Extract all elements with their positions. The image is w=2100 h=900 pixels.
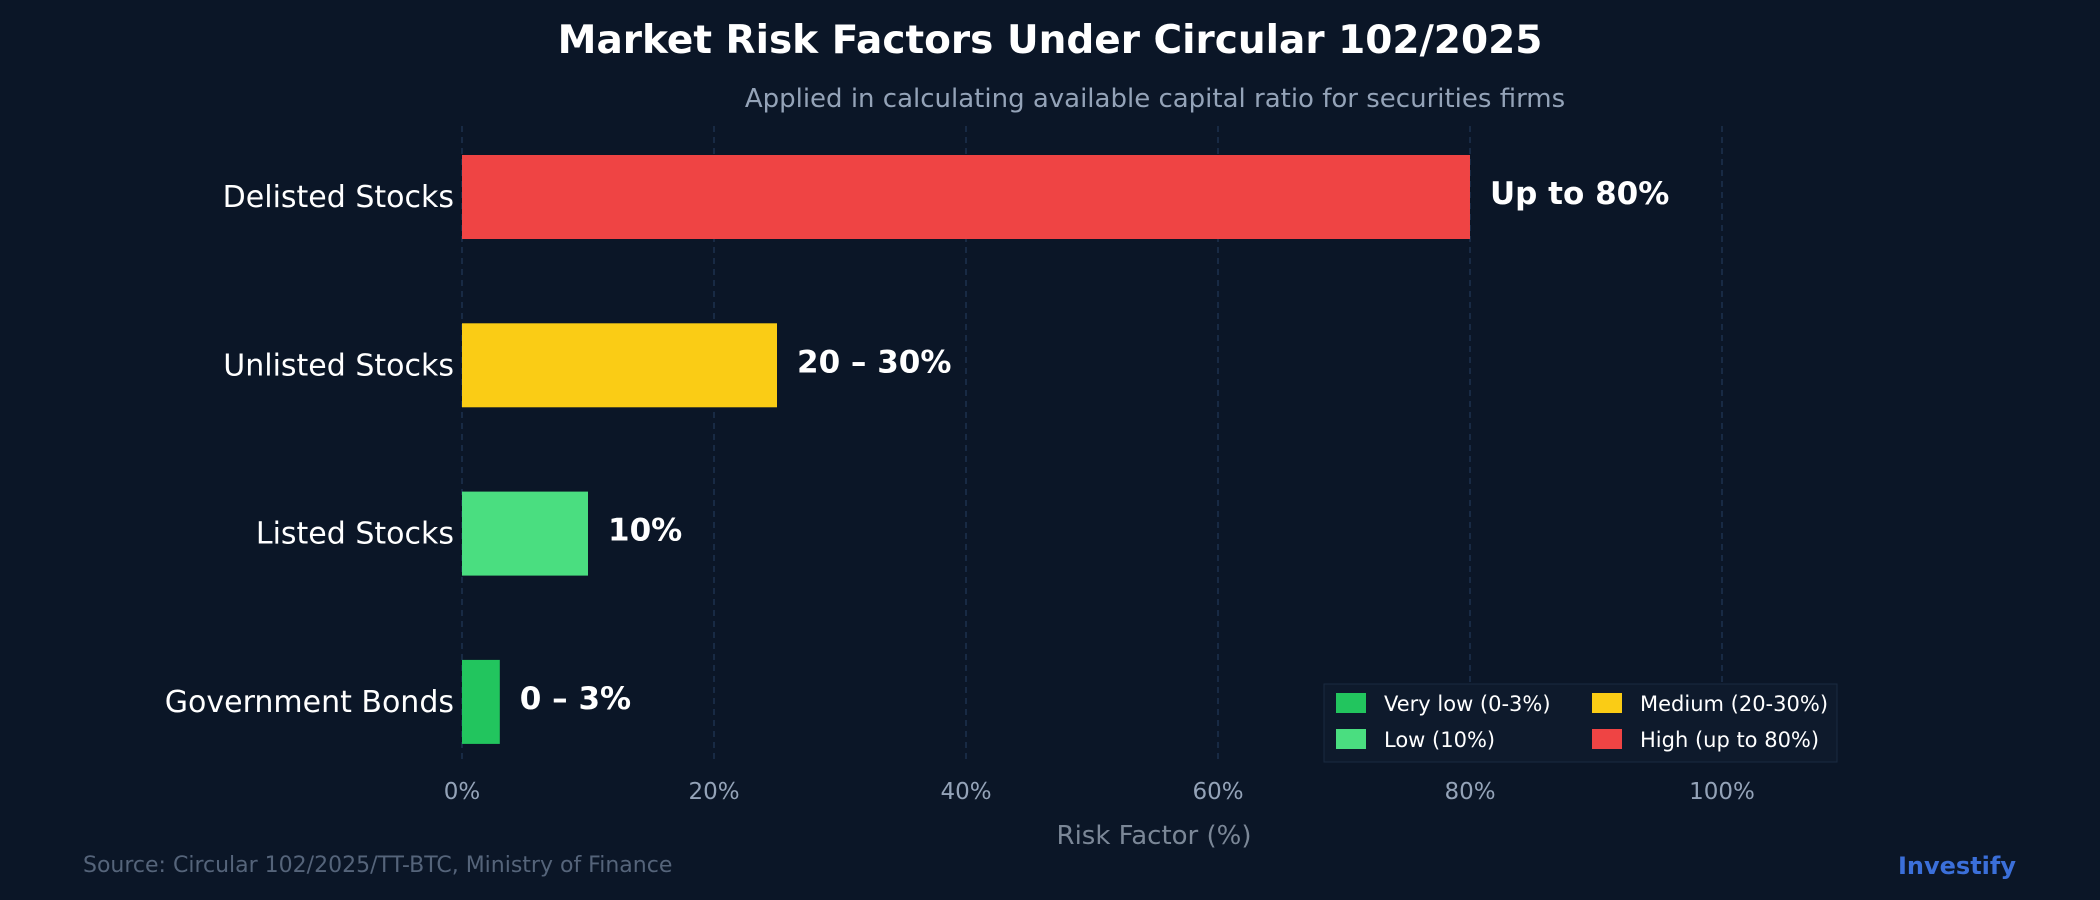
grid-lines <box>461 126 1723 760</box>
x-axis-label: Risk Factor (%) <box>1057 821 1252 851</box>
legend-swatch-very-low-0-3 <box>1336 693 1366 713</box>
value-label-unlisted-stocks: 20 – 30% <box>797 344 951 380</box>
legend-box <box>1323 683 1838 763</box>
bar-unlisted-stocks <box>462 323 777 408</box>
x-tick-label-80: 80% <box>1444 779 1495 805</box>
x-tick-label-40: 40% <box>940 779 991 805</box>
bars <box>462 155 1470 744</box>
category-labels: Delisted Stocks Unlisted Stocks Listed Sto… <box>165 180 454 720</box>
legend-label-high-up-to-80: High (up to 80%) <box>1640 728 1819 752</box>
legend: Very low (0-3%) Medium (20-30%) Low (10%) H… <box>1323 683 1838 763</box>
category-label-delisted-stocks: Delisted Stocks <box>223 180 454 215</box>
x-tick-labels: 0% 20% 40% 60% 80% 100% <box>444 779 1755 805</box>
x-tick-label-60: 60% <box>1192 779 1243 805</box>
x-tick-label-20: 20% <box>688 779 739 805</box>
value-label-listed-stocks: 10% <box>608 513 682 549</box>
brand-logo[interactable]: Investify <box>1897 852 2016 880</box>
category-label-listed-stocks: Listed Stocks <box>256 517 454 552</box>
legend-swatch-low-10 <box>1336 729 1366 749</box>
bar-listed-stocks <box>462 491 588 576</box>
value-label-delisted-stocks: Up to 80% <box>1490 176 1669 212</box>
source-note: Source: Circular 102/2025/TT-BTC, Minist… <box>83 853 673 878</box>
legend-label-low-10: Low (10%) <box>1384 728 1495 752</box>
category-label-unlisted-stocks: Unlisted Stocks <box>223 348 454 383</box>
bar-delisted-stocks <box>462 155 1470 239</box>
category-label-government-bonds: Government Bonds <box>165 685 454 720</box>
legend-label-very-low-0-3: Very low (0-3%) <box>1384 692 1551 716</box>
chart-title: Market Risk Factors Under Circular 102/2… <box>557 18 1543 63</box>
bar-government-bonds <box>462 659 500 744</box>
x-tick-label-100: 100% <box>1689 779 1755 805</box>
value-label-government-bonds: 0 – 3% <box>520 681 631 717</box>
x-tick-label-0: 0% <box>444 779 481 805</box>
legend-label-medium-20-30: Medium (20-30%) <box>1640 692 1828 716</box>
legend-swatch-high-up-to-80 <box>1592 729 1622 749</box>
value-labels: Up to 80% 20 – 30% 10% 0 – 3% <box>520 176 1669 717</box>
chart-subtitle: Applied in calculating available capital… <box>744 84 1566 114</box>
legend-swatch-medium-20-30 <box>1592 693 1622 713</box>
